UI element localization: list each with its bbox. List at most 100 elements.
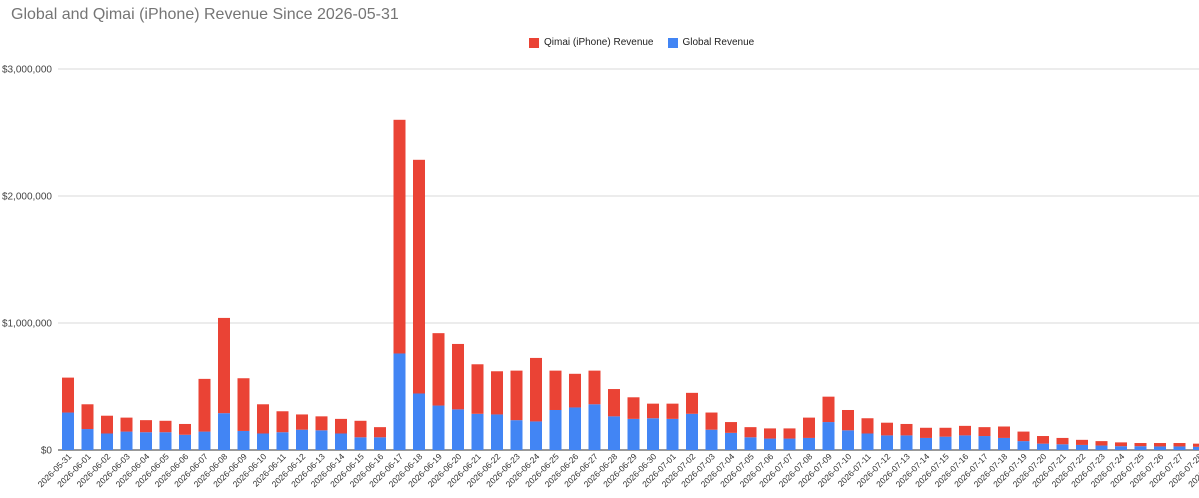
bar-qimai (900, 423, 913, 436)
bar-qimai (510, 370, 523, 421)
bar-global (725, 432, 737, 450)
bar-qimai (296, 414, 308, 430)
y-tick-label: $3,000,000 (2, 65, 52, 76)
bar-qimai (725, 422, 737, 433)
bar-global (530, 421, 542, 450)
bar-qimai (1056, 437, 1069, 445)
bar-global (1095, 445, 1108, 450)
legend-swatch-global (667, 37, 678, 48)
bar-qimai (1095, 441, 1108, 446)
legend: Qimai (iPhone) Revenue Global Revenue (529, 37, 768, 48)
bar-global (608, 416, 620, 450)
bar-qimai (198, 378, 211, 432)
bar-qimai (705, 412, 718, 430)
bar-qimai (998, 426, 1010, 438)
bar-global (354, 437, 367, 450)
bar-qimai (861, 418, 874, 434)
bar-qimai (842, 409, 854, 431)
bar-qimai (452, 343, 464, 410)
bar-global (374, 437, 386, 450)
bar-qimai (1154, 443, 1166, 447)
bar-qimai (101, 415, 113, 434)
bar-global (959, 435, 971, 450)
bar-qimai (62, 377, 74, 413)
bar-global (1173, 446, 1186, 450)
bar-qimai (569, 373, 581, 408)
bar-global (1076, 444, 1088, 450)
bar-qimai (1037, 436, 1049, 444)
bar-global (861, 433, 874, 450)
bar-global (1056, 444, 1069, 450)
y-tick-label: $2,000,000 (2, 192, 52, 203)
bar-qimai (354, 420, 367, 438)
bar-qimai (140, 420, 152, 433)
bar-global (764, 438, 776, 450)
bar-qimai (627, 397, 640, 419)
bar-global (120, 431, 133, 450)
bar-qimai (432, 333, 445, 406)
bar-global (159, 432, 172, 450)
bar-qimai (549, 370, 562, 410)
bar-qimai (276, 411, 289, 433)
legend-item-global: Global Revenue (667, 37, 755, 48)
legend-label-global: Global Revenue (682, 37, 755, 48)
bar-global (627, 418, 640, 450)
y-tick-label: $0 (41, 446, 53, 457)
bar-global (549, 409, 562, 450)
bar-global (998, 437, 1010, 450)
y-tick-label: $1,000,000 (2, 319, 52, 330)
chart-title: Global and Qimai (iPhone) Revenue Since … (11, 6, 399, 23)
bar-qimai (881, 422, 893, 436)
bar-global (296, 429, 308, 450)
bar-qimai (374, 427, 386, 438)
bar-qimai (1076, 439, 1088, 445)
bar-global (237, 430, 250, 450)
bar-qimai (81, 404, 94, 430)
bar-global (393, 353, 406, 450)
bar-global (491, 414, 503, 450)
bar-global (569, 407, 581, 450)
bar-qimai (335, 418, 347, 434)
bar-global (140, 432, 152, 450)
bar-global (881, 435, 893, 450)
bar-qimai (744, 427, 757, 438)
bar-qimai (939, 427, 952, 437)
bar-global (920, 437, 932, 450)
bar-global (666, 418, 679, 450)
bar-qimai (159, 420, 172, 433)
bar-qimai (491, 371, 503, 415)
bar-global (335, 433, 347, 450)
bar-qimai (764, 428, 776, 439)
bar-global (1115, 446, 1127, 450)
bar-qimai (647, 403, 659, 419)
bar-global (315, 430, 328, 450)
bar-qimai (179, 423, 191, 435)
bar-qimai (413, 159, 425, 394)
bar-global (276, 432, 289, 450)
bar-global (432, 405, 445, 450)
bar-global (62, 412, 74, 450)
bar-global (783, 438, 796, 450)
bar-qimai (588, 370, 601, 405)
bar-qimai (237, 378, 250, 431)
bar-qimai (257, 404, 269, 434)
bar-qimai (393, 119, 406, 354)
bar-qimai (1017, 431, 1030, 442)
bar-global (452, 409, 464, 450)
bar-global (1037, 443, 1049, 450)
bar-qimai (666, 403, 679, 419)
bar-global (647, 418, 659, 450)
bar-global (803, 437, 815, 450)
bar-qimai (920, 427, 932, 438)
bar-global (822, 422, 835, 450)
bar-global (939, 436, 952, 450)
bar-qimai (1173, 443, 1186, 447)
bar-qimai (218, 317, 230, 414)
legend-label-qimai: Qimai (iPhone) Revenue (544, 37, 654, 48)
bar-global (81, 429, 94, 450)
bar-global (510, 420, 523, 450)
bar-global (1017, 441, 1030, 450)
bar-global (179, 434, 191, 450)
legend-item-qimai: Qimai (iPhone) Revenue (529, 37, 654, 48)
bar-qimai (530, 357, 542, 422)
